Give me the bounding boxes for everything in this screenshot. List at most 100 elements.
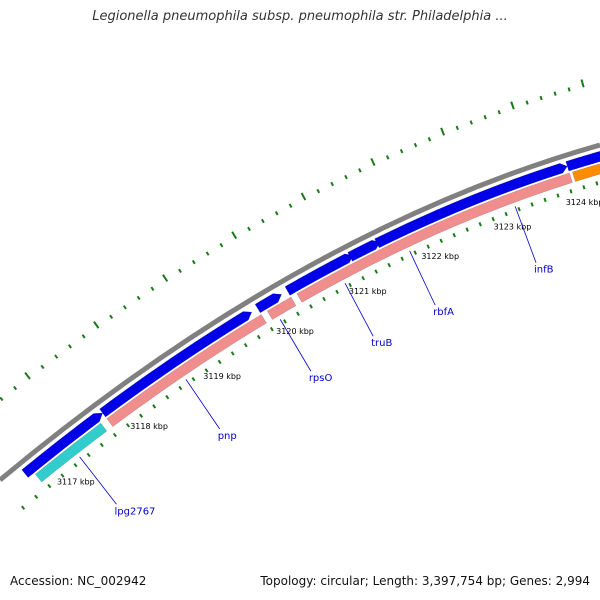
inner-tick — [335, 289, 339, 295]
gene-leader-line — [279, 319, 312, 372]
inner-tick — [204, 368, 209, 373]
inner-tick — [283, 319, 287, 324]
outer-tick — [205, 251, 210, 256]
forward-strand-features — [21, 150, 600, 478]
inner-tick-ring — [20, 181, 599, 510]
gene-leader-line — [344, 282, 374, 337]
genome-backbone — [0, 142, 600, 482]
outer-tick — [93, 321, 100, 329]
inner-tick — [517, 206, 521, 212]
inner-tick — [269, 326, 274, 332]
outer-tick — [497, 109, 501, 115]
inner-tick — [348, 282, 352, 288]
inner-tick — [426, 244, 430, 249]
reverse-cds — [296, 172, 573, 303]
outer-tick — [469, 120, 473, 125]
tick-label: 3123 kbp — [494, 222, 532, 231]
gene-labels: lpg2767 pnp rpsO truB rbfA infB — [79, 206, 554, 517]
outer-tick — [316, 188, 321, 194]
inner-tick — [152, 404, 157, 409]
outer-tick — [274, 211, 279, 216]
inner-tick — [296, 311, 300, 317]
outer-tick — [580, 79, 585, 88]
inner-tick — [256, 334, 261, 340]
inner-tick — [530, 202, 534, 207]
inner-tick — [217, 359, 222, 365]
gene-label-lpg2767[interactable]: lpg2767 — [115, 506, 156, 517]
inner-tick — [73, 462, 78, 468]
genome-summary: Topology: circular; Length: 3,397,754 bp… — [260, 574, 590, 588]
inner-tick — [309, 304, 313, 309]
outer-tick — [455, 125, 459, 131]
accession-label: Accession: NC_002942 — [10, 574, 147, 588]
gene-leader-line — [409, 250, 436, 306]
inner-tick — [374, 269, 378, 274]
inner-tick — [178, 385, 183, 391]
outer-tick — [24, 372, 31, 380]
outer-tick — [247, 226, 251, 232]
outer-tick — [385, 155, 390, 160]
outer-tick — [54, 354, 59, 359]
outer-tick — [525, 100, 529, 105]
inner-tick — [439, 238, 443, 244]
gene-label-pnp[interactable]: pnp — [218, 431, 237, 442]
inner-tick — [126, 423, 130, 428]
tick-label: 3119 kbp — [203, 372, 241, 381]
inner-tick — [322, 296, 326, 302]
inner-tick — [491, 216, 495, 222]
outer-tick — [231, 231, 238, 240]
inner-tick — [112, 432, 117, 438]
outer-tick — [413, 142, 418, 148]
inner-tick — [543, 197, 547, 203]
outer-tick — [136, 295, 141, 301]
outer-tick — [122, 305, 127, 310]
map-title: Legionella pneumophila subsp. pneumophil… — [92, 9, 508, 24]
inner-tick — [556, 193, 560, 198]
tick-label: 3122 kbp — [421, 252, 459, 261]
outer-tick — [344, 174, 348, 180]
outer-tick — [399, 148, 404, 154]
inner-tick — [413, 250, 417, 255]
gene-label-rpsO[interactable]: rpsO — [309, 373, 333, 384]
inner-tick — [478, 222, 482, 227]
gene-label-truB[interactable]: truB — [371, 338, 392, 349]
inner-tick — [86, 452, 91, 458]
forward-cds — [21, 412, 103, 478]
forward-cds — [254, 293, 282, 314]
inner-tick — [20, 505, 26, 510]
inner-tick — [191, 376, 196, 382]
inner-tick — [230, 351, 235, 356]
forward-cds — [374, 163, 568, 249]
outer-tick-ring — [0, 79, 585, 402]
inner-tick — [34, 494, 39, 499]
gene-label-infB[interactable]: infB — [534, 265, 554, 276]
outer-tick — [483, 115, 487, 120]
inner-tick — [361, 275, 365, 281]
inner-tick — [452, 232, 456, 238]
tick-label: 3118 kbp — [130, 422, 168, 431]
inner-tick — [595, 181, 599, 186]
inner-tick — [243, 342, 248, 348]
gene-leader-line — [514, 206, 537, 263]
inner-tick — [165, 394, 170, 400]
reverse-cds — [266, 296, 297, 320]
inner-tick — [504, 211, 508, 217]
outer-tick — [67, 344, 72, 349]
gene-leader-line — [79, 456, 117, 505]
outer-tick — [370, 157, 376, 167]
outer-tick — [81, 334, 86, 339]
outer-tick — [300, 192, 307, 201]
gene-leader-line — [185, 379, 221, 430]
outer-tick — [553, 91, 557, 96]
tick-label: 3124 kbp — [566, 198, 600, 207]
reverse-cds — [106, 314, 267, 428]
outer-tick — [261, 218, 265, 224]
misc-feature-lpg2767 — [34, 422, 108, 483]
inner-tick — [465, 227, 469, 232]
forward-cds — [565, 150, 600, 172]
gene-label-rbfA[interactable]: rbfA — [433, 307, 454, 318]
inner-tick — [60, 473, 65, 478]
highlight-feature — [572, 163, 600, 182]
tick-label: 3120 kbp — [276, 327, 314, 336]
